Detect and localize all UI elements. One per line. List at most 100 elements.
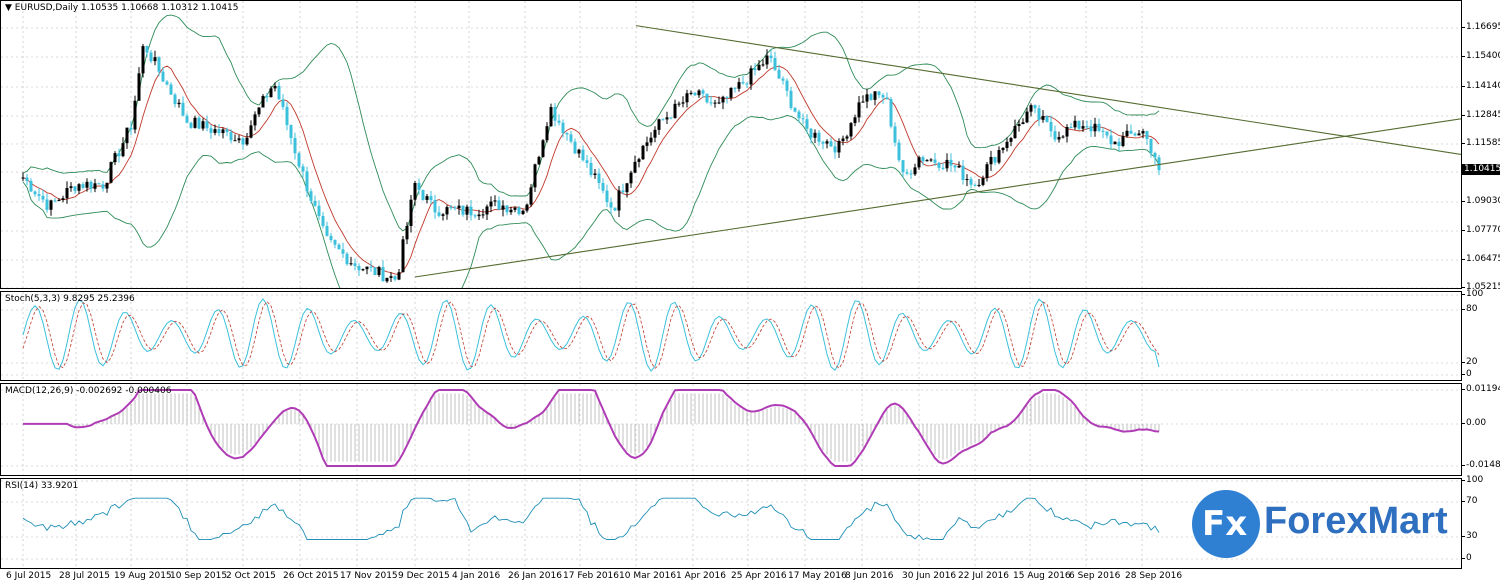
candle-bear xyxy=(169,84,173,95)
y-axis-tick: 1.07770 xyxy=(1461,225,1500,235)
candle-bear xyxy=(1089,126,1093,132)
time-axis-tick: 2 Oct 2015 xyxy=(226,571,276,581)
trendline xyxy=(635,25,1461,155)
candle-bear xyxy=(225,129,229,133)
candle-bull xyxy=(657,119,661,130)
candle-bull xyxy=(213,129,217,133)
candle-bull xyxy=(685,93,689,103)
candle-bear xyxy=(73,186,77,191)
candle-bear xyxy=(265,95,269,98)
candle-bull xyxy=(873,91,877,100)
candle-bear xyxy=(893,126,897,143)
candle-bear xyxy=(277,85,281,100)
logo-letters: Fx xyxy=(1202,504,1248,544)
candle-bull xyxy=(77,184,81,191)
candle-bear xyxy=(101,184,105,189)
candle-bull xyxy=(617,190,621,211)
candle-bear xyxy=(833,146,837,153)
time-axis-tick: 22 Jul 2016 xyxy=(958,571,1009,581)
candle-bear xyxy=(33,191,37,195)
y-axis-tick: 30 xyxy=(1461,531,1478,541)
candle-bear xyxy=(293,137,297,154)
candle-bear xyxy=(993,156,997,163)
candle-bull xyxy=(697,90,701,96)
grid xyxy=(1,479,1461,568)
candle-bear xyxy=(381,267,385,282)
candle-bull xyxy=(649,137,653,143)
candle-bear xyxy=(661,119,665,121)
stochastic-y-axis: 100 80 20 0 xyxy=(1461,289,1500,381)
candle-bear xyxy=(589,162,593,175)
candle-bear xyxy=(241,138,245,145)
candle-bull xyxy=(193,117,197,128)
candle-bull xyxy=(521,210,525,215)
candle-bull xyxy=(1005,141,1009,149)
stochastic-canvas xyxy=(1,292,1461,380)
candle-bear xyxy=(597,173,601,183)
candle-bear xyxy=(1097,123,1101,131)
candle-bull xyxy=(577,149,581,154)
candle-bull xyxy=(233,140,237,142)
stoch-d-line xyxy=(22,300,1160,370)
candle-bull xyxy=(273,85,277,89)
candle-bear xyxy=(1109,135,1113,145)
time-axis-tick: 15 Aug 2016 xyxy=(1013,571,1071,581)
candle-bull xyxy=(397,272,401,280)
candle-bull xyxy=(93,183,97,189)
current-price-tag: 1.10415 xyxy=(1462,164,1500,175)
time-axis-tick: 17 Feb 2016 xyxy=(563,571,620,581)
candle-bear xyxy=(453,207,457,209)
candle-bear xyxy=(705,93,709,103)
candle-bear xyxy=(1117,141,1121,146)
candle-bear xyxy=(313,200,317,206)
candle-bear xyxy=(709,102,713,104)
y-axis-tick: 1.14140 xyxy=(1461,81,1500,91)
price-chart-pane[interactable]: ▼ EURUSD,Daily 1.10535 1.10668 1.10312 1… xyxy=(0,0,1462,289)
candle-bear xyxy=(29,180,33,192)
y-axis-tick: -0.014838 xyxy=(1461,460,1500,470)
time-axis-tick: 19 Aug 2015 xyxy=(114,571,172,581)
candle-bear xyxy=(97,183,101,185)
rsi-line xyxy=(22,497,1160,541)
stochastic-pane[interactable]: Stoch(5,3,3) 9.8295 25.2396 xyxy=(0,291,1462,381)
candle-bear xyxy=(777,69,781,79)
candle-bull xyxy=(981,178,985,185)
candle-bull xyxy=(513,207,517,210)
macd-pane[interactable]: MACD(12,26,9) -0.002692 -0.000406 xyxy=(0,383,1462,476)
candle-bear xyxy=(781,78,785,81)
y-axis-tick: 0 xyxy=(1462,369,1472,379)
candle-bear xyxy=(205,121,209,129)
candle-bear xyxy=(173,94,177,105)
candle-bear xyxy=(321,215,325,227)
candle-bull xyxy=(361,269,365,271)
candle-bear xyxy=(585,160,589,163)
candle-bull xyxy=(245,137,249,145)
candle-bull xyxy=(1065,127,1069,137)
candle-bear xyxy=(357,266,361,271)
time-axis-tick: 10 Sep 2015 xyxy=(170,571,228,581)
candle-bull xyxy=(405,225,409,240)
candle-bear xyxy=(581,149,585,161)
candle-bull xyxy=(525,204,529,211)
candle-bear xyxy=(1033,105,1037,109)
candle-bear xyxy=(557,120,561,123)
candle-bear xyxy=(1037,108,1041,120)
candle-bull xyxy=(509,209,513,213)
symbol-menu-icon[interactable]: ▼ xyxy=(5,3,12,13)
candle-bear xyxy=(553,107,557,121)
moving-average xyxy=(22,65,1160,276)
candle-bear xyxy=(217,129,221,134)
candle-bear xyxy=(565,133,569,135)
candle-bear xyxy=(89,181,93,189)
candle-bull xyxy=(1029,105,1033,112)
candle-bear xyxy=(149,52,153,62)
candle-bull xyxy=(121,143,125,157)
candle-bull xyxy=(49,200,53,210)
stochastic-label: Stoch(5,3,3) 9.8295 25.2396 xyxy=(5,294,135,304)
price-chart-label: ▼ EURUSD,Daily 1.10535 1.10668 1.10312 1… xyxy=(5,3,239,13)
candle-bear xyxy=(621,190,625,193)
candle-bull xyxy=(729,87,733,98)
candle-bull xyxy=(1021,122,1025,125)
time-axis: 6 Jul 2015 28 Jul 2015 19 Aug 2015 10 Sep 2… xyxy=(0,569,1462,585)
price-y-axis: 1.16695 1.15400 1.14140 1.12845 1.11585 1.104… xyxy=(1461,0,1500,292)
